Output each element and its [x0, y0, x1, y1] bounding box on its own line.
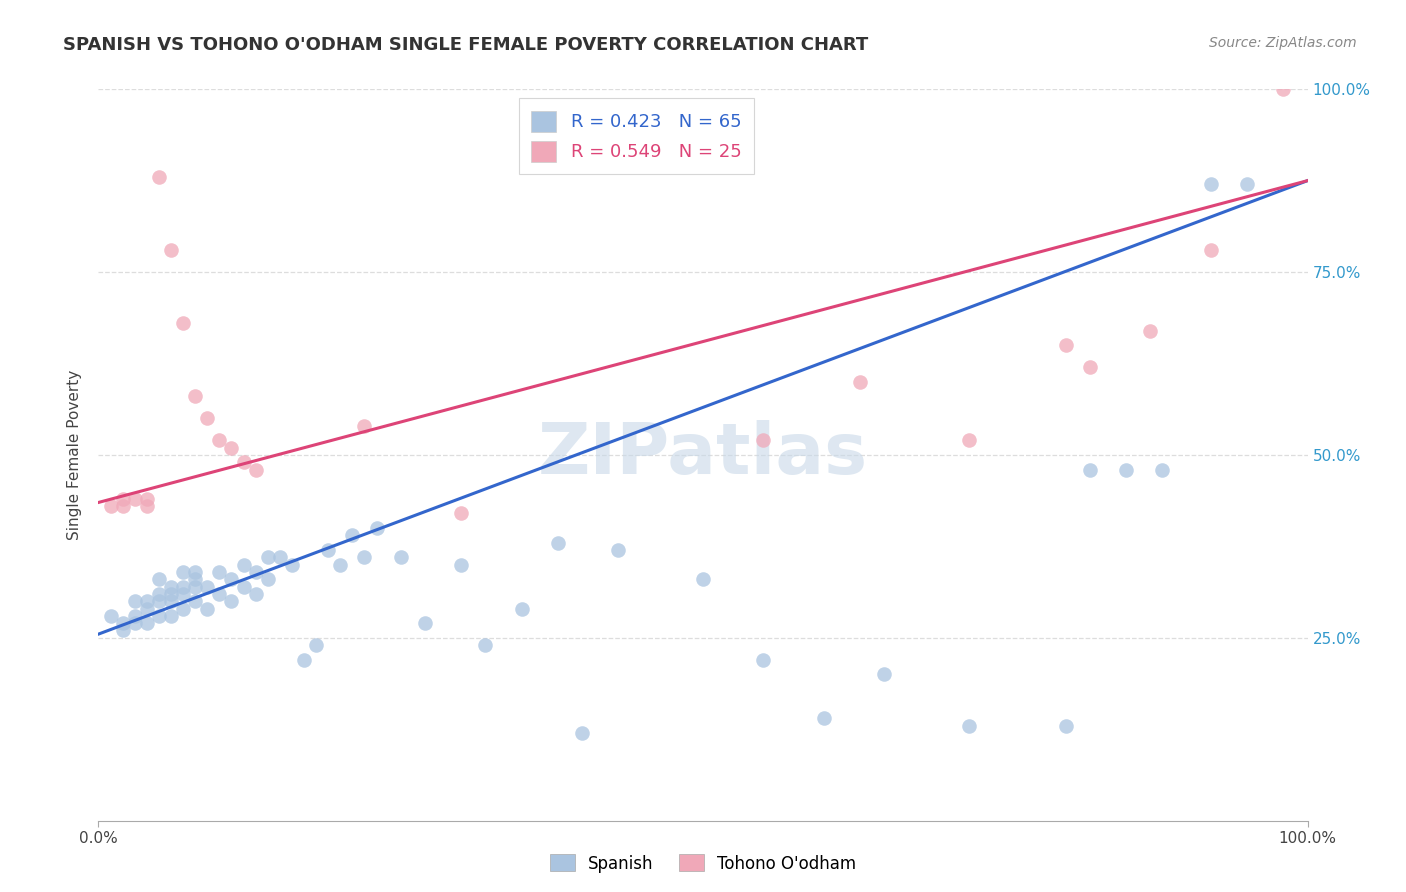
Point	[1152, 462, 1174, 476]
Point	[208, 587, 231, 601]
Point	[111, 624, 134, 638]
Point	[1199, 243, 1222, 257]
Point	[245, 587, 267, 601]
Point	[184, 580, 207, 594]
Point	[752, 434, 775, 448]
Point	[450, 507, 472, 521]
Point	[232, 558, 254, 572]
Point	[124, 594, 146, 608]
Point	[752, 653, 775, 667]
Point	[124, 608, 146, 623]
Point	[124, 616, 146, 631]
Point	[148, 594, 170, 608]
Point	[160, 580, 183, 594]
Point	[245, 565, 267, 579]
Text: Source: ZipAtlas.com: Source: ZipAtlas.com	[1209, 36, 1357, 50]
Point	[389, 550, 412, 565]
Point	[124, 491, 146, 506]
Point	[232, 580, 254, 594]
Point	[329, 558, 352, 572]
Point	[184, 389, 207, 403]
Point	[172, 565, 194, 579]
Point	[305, 638, 328, 652]
Point	[100, 608, 122, 623]
Point	[135, 616, 157, 631]
Point	[292, 653, 315, 667]
Text: ZIPatlas: ZIPatlas	[538, 420, 868, 490]
Point	[413, 616, 436, 631]
Point	[366, 521, 388, 535]
Point	[184, 565, 207, 579]
Point	[1115, 462, 1137, 476]
Point	[256, 550, 278, 565]
Text: SPANISH VS TOHONO O'ODHAM SINGLE FEMALE POVERTY CORRELATION CHART: SPANISH VS TOHONO O'ODHAM SINGLE FEMALE …	[63, 36, 869, 54]
Point	[135, 491, 157, 506]
Point	[269, 550, 291, 565]
Legend: R = 0.423   N = 65, R = 0.549   N = 25: R = 0.423 N = 65, R = 0.549 N = 25	[519, 98, 754, 174]
Point	[342, 528, 364, 542]
Point	[172, 316, 194, 330]
Point	[450, 558, 472, 572]
Point	[221, 572, 243, 586]
Point	[184, 572, 207, 586]
Point	[148, 169, 170, 184]
Point	[353, 418, 375, 433]
Point	[195, 411, 218, 425]
Point	[208, 434, 231, 448]
Point	[221, 441, 243, 455]
Point	[111, 499, 134, 513]
Point	[571, 726, 593, 740]
Point	[160, 594, 183, 608]
Point	[195, 601, 218, 615]
Point	[221, 594, 243, 608]
Y-axis label: Single Female Poverty: Single Female Poverty	[67, 370, 83, 540]
Point	[256, 572, 278, 586]
Point	[849, 375, 872, 389]
Point	[510, 601, 533, 615]
Point	[148, 572, 170, 586]
Point	[172, 587, 194, 601]
Point	[1078, 462, 1101, 476]
Point	[135, 601, 157, 615]
Point	[1054, 338, 1077, 352]
Point	[813, 711, 835, 725]
Point	[232, 455, 254, 469]
Point	[160, 587, 183, 601]
Point	[1272, 82, 1295, 96]
Point	[208, 565, 231, 579]
Point	[1236, 178, 1258, 192]
Point	[316, 543, 339, 558]
Point	[245, 462, 267, 476]
Point	[111, 616, 134, 631]
Point	[184, 594, 207, 608]
Point	[135, 594, 157, 608]
Point	[281, 558, 304, 572]
Point	[1054, 718, 1077, 732]
Point	[1078, 360, 1101, 375]
Point	[160, 243, 183, 257]
Point	[474, 638, 496, 652]
Point	[148, 608, 170, 623]
Point	[692, 572, 714, 586]
Point	[607, 543, 630, 558]
Point	[1139, 324, 1161, 338]
Point	[160, 608, 183, 623]
Point	[148, 587, 170, 601]
Point	[111, 491, 134, 506]
Point	[1199, 178, 1222, 192]
Point	[353, 550, 375, 565]
Point	[172, 601, 194, 615]
Point	[957, 434, 980, 448]
Point	[135, 499, 157, 513]
Point	[957, 718, 980, 732]
Point	[873, 667, 896, 681]
Legend: Spanish, Tohono O'odham: Spanish, Tohono O'odham	[543, 847, 863, 880]
Point	[195, 580, 218, 594]
Point	[100, 499, 122, 513]
Point	[172, 580, 194, 594]
Point	[547, 535, 569, 549]
